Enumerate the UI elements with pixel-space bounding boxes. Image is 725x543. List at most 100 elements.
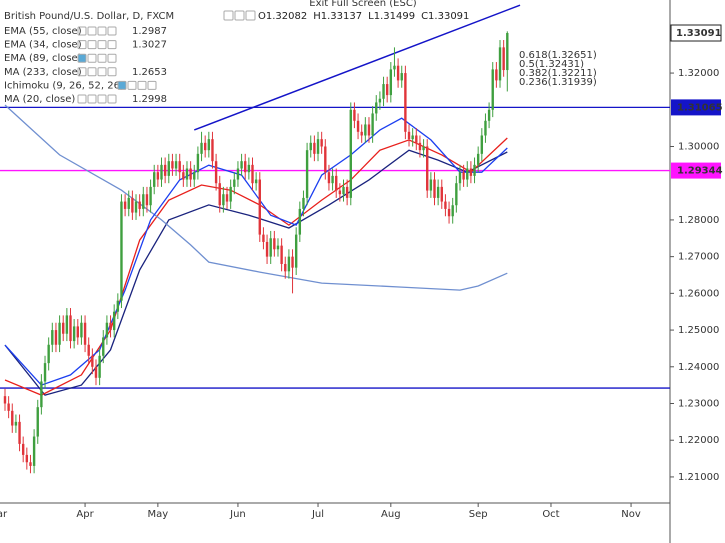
candle-body xyxy=(396,65,400,81)
y-tick-label: 1.32000 xyxy=(678,68,719,79)
overlay: 0.618(1.32651)0.5(1.32431)0.382(1.32211)… xyxy=(4,0,597,105)
candle-body xyxy=(371,113,374,136)
legend-icon xyxy=(77,26,87,36)
candle-body xyxy=(313,142,316,154)
candle-body xyxy=(305,150,309,198)
candle-body xyxy=(251,164,254,184)
candle-body xyxy=(32,436,36,466)
candle-body xyxy=(447,208,451,217)
x-tick-label: Oct xyxy=(542,509,559,520)
candle-body xyxy=(193,172,196,180)
x-tick-label: Nov xyxy=(621,509,641,520)
y-tick-label: 1.24000 xyxy=(678,362,719,373)
candle-body xyxy=(480,135,484,154)
candle-body xyxy=(51,330,54,345)
candle-body xyxy=(484,120,487,136)
candle-body xyxy=(331,175,334,184)
ohlc-value: 1.32082 xyxy=(266,11,307,22)
legend-icon xyxy=(77,53,87,63)
candle-body xyxy=(247,164,251,173)
candle-body xyxy=(320,139,323,147)
candle-body xyxy=(276,245,280,250)
legend-icon xyxy=(117,80,127,90)
candle-body xyxy=(222,194,225,206)
y-tick-label: 1.28000 xyxy=(678,215,719,226)
candle-body xyxy=(462,172,465,180)
candle-body xyxy=(466,168,469,180)
plot-area xyxy=(0,4,670,474)
candle-body xyxy=(138,201,141,209)
candle-body xyxy=(229,186,232,202)
candle-body xyxy=(258,179,261,235)
candle-body xyxy=(385,84,389,96)
candle-body xyxy=(200,142,203,154)
y-tick-label: 1.26000 xyxy=(678,288,719,299)
price-tag-label: 1.29344 xyxy=(677,166,723,177)
candle-body xyxy=(69,315,72,342)
legend-icon xyxy=(87,94,97,104)
candle-body xyxy=(429,179,433,191)
candle-body xyxy=(498,47,502,81)
candle-body xyxy=(21,443,25,455)
legend-value: 1.2653 xyxy=(132,67,167,78)
candle-body xyxy=(87,344,90,356)
candle-body xyxy=(62,322,65,334)
candle-body xyxy=(327,172,331,184)
candle-body xyxy=(436,186,440,198)
candle-body xyxy=(182,172,185,180)
legend-icon xyxy=(87,26,97,36)
candle-body xyxy=(302,197,305,209)
candle-body xyxy=(404,73,407,132)
candle-body xyxy=(116,300,120,312)
exit-fullscreen: Exit Full Screen (ESC) xyxy=(309,0,417,9)
candle-body xyxy=(378,98,382,103)
candle-body xyxy=(76,326,79,338)
candle-body xyxy=(298,208,302,235)
last-price-label: 1.33091 xyxy=(676,28,722,39)
candle-body xyxy=(316,139,320,154)
candle-body xyxy=(254,179,258,184)
candle-body xyxy=(149,186,152,206)
y-tick-label: 1.22000 xyxy=(678,435,719,446)
candle-body xyxy=(244,161,247,173)
candle-body xyxy=(349,109,352,198)
legend-name: EMA (34, close) xyxy=(4,40,82,51)
legend-icon xyxy=(107,94,117,104)
price-tag-label: 1.31065 xyxy=(677,102,723,113)
candle-body xyxy=(469,168,473,176)
candle-body xyxy=(269,238,272,257)
fib-label: 0.618(1.32651) xyxy=(519,50,597,61)
candle-body xyxy=(80,322,83,338)
candle-body xyxy=(203,142,207,151)
candle-body xyxy=(47,344,50,364)
candle-body xyxy=(345,186,349,198)
candle-body xyxy=(291,256,294,268)
candle-body xyxy=(287,256,291,272)
ohlc-prefix: C xyxy=(421,11,428,22)
candle-body xyxy=(495,69,498,81)
legend-name: EMA (89, close) xyxy=(4,53,82,64)
candle-body xyxy=(422,146,425,151)
candle-body xyxy=(109,322,112,331)
candle-body xyxy=(171,161,174,169)
candle-body xyxy=(280,245,283,264)
candle-body xyxy=(415,135,418,143)
legend-icon xyxy=(107,26,117,36)
candle-body xyxy=(7,403,10,411)
candle-body xyxy=(54,330,58,345)
ohlc-prefix: O xyxy=(258,11,266,22)
candle-body xyxy=(294,234,298,268)
candle-body xyxy=(284,263,287,272)
legend-icon xyxy=(107,40,117,50)
fib-label: 0.382(1.32211) xyxy=(519,68,597,79)
last-price-tag xyxy=(670,24,722,42)
candle-body xyxy=(196,153,200,173)
ohlc-prefix: H xyxy=(313,11,321,22)
chart-title: British Pound/U.S. Dollar, D, FXCM xyxy=(4,11,174,22)
candle-body xyxy=(127,197,130,209)
candle-body xyxy=(11,410,14,426)
candle-body xyxy=(382,84,385,99)
candle-body xyxy=(120,201,123,301)
candle-body xyxy=(451,205,454,217)
